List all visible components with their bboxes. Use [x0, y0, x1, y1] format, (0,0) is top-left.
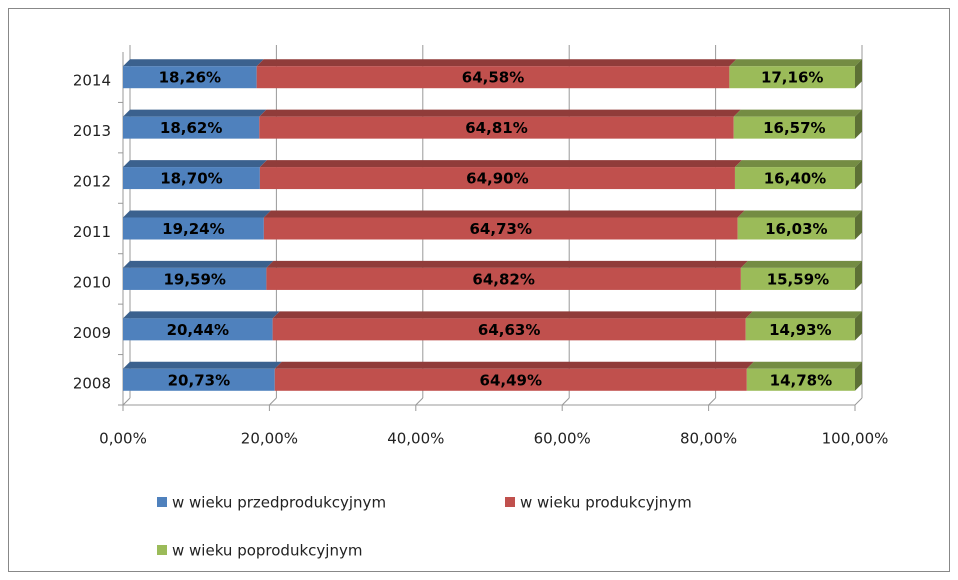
grid-line	[708, 397, 716, 406]
data-label: 64,73%	[470, 220, 532, 238]
bar-top	[274, 361, 754, 369]
bar-top	[272, 311, 753, 319]
data-label: 64,49%	[480, 371, 542, 389]
bar	[123, 66, 257, 89]
data-label: 18,26%	[159, 69, 221, 87]
data-label: 14,93%	[769, 321, 831, 339]
grid-line	[415, 397, 424, 406]
bar-top	[737, 210, 862, 218]
y-tick-label: 2011	[73, 223, 111, 241]
data-label: 16,03%	[765, 220, 827, 238]
data-label: 16,57%	[763, 119, 825, 137]
bar-top	[734, 160, 862, 168]
chart-border	[8, 8, 950, 572]
data-label: 14,78%	[770, 371, 832, 389]
legend-label: w wieku poprodukcyjnym	[172, 542, 362, 560]
bar	[737, 217, 855, 240]
bar-top	[259, 160, 742, 168]
data-label: 17,16%	[761, 69, 823, 87]
bar-side	[855, 260, 862, 290]
legend-label: w wieku produkcyjnym	[520, 494, 692, 512]
bar	[256, 66, 730, 89]
data-label: 20,73%	[168, 371, 230, 389]
bar	[259, 116, 734, 139]
y-tick-label: 2008	[73, 374, 111, 392]
y-tick-label: 2010	[73, 273, 111, 291]
data-label: 19,24%	[162, 220, 224, 238]
grid-line	[561, 397, 570, 406]
bar-top	[263, 210, 745, 218]
bar-side	[855, 109, 862, 139]
bar-side	[855, 59, 862, 89]
bar-top	[123, 109, 267, 117]
bar-top	[256, 59, 737, 67]
legend-label: w wieku przedprodukcyjnym	[172, 494, 386, 512]
data-label: 64,81%	[465, 119, 527, 137]
data-label: 64,82%	[472, 270, 534, 288]
data-label: 20,44%	[167, 321, 229, 339]
bar-top	[123, 160, 267, 168]
bar-top	[740, 260, 862, 268]
bar-top	[123, 311, 280, 319]
bar-top	[746, 361, 862, 369]
y-tick-label: 2013	[73, 122, 111, 140]
bar	[733, 116, 855, 139]
x-tick-label: 80,00%	[680, 430, 737, 448]
bar-top	[729, 59, 862, 67]
bar	[729, 66, 855, 89]
data-label: 64,63%	[478, 321, 540, 339]
grid-line	[122, 397, 131, 406]
x-tick-label: 100,00%	[822, 430, 889, 448]
bar	[263, 217, 738, 240]
x-tick-label: 0,00%	[99, 430, 147, 448]
grid-line	[854, 397, 863, 406]
bar	[745, 318, 855, 341]
grid-line	[269, 397, 277, 406]
data-label: 64,90%	[466, 170, 528, 188]
bar	[740, 267, 855, 290]
data-label: 15,59%	[767, 270, 829, 288]
data-label: 19,59%	[163, 270, 225, 288]
bar-side	[855, 160, 862, 190]
bar-side	[855, 311, 862, 341]
x-tick-label: 60,00%	[534, 430, 591, 448]
bar	[123, 167, 260, 190]
bar	[266, 267, 741, 290]
data-label: 64,58%	[462, 69, 524, 87]
x-tick-label: 40,00%	[387, 430, 444, 448]
bar-side	[855, 210, 862, 240]
bar-top	[733, 109, 862, 117]
bar	[272, 318, 746, 341]
bar	[123, 318, 273, 341]
x-tick-label: 20,00%	[241, 430, 298, 448]
bar-top	[123, 361, 282, 369]
bar-top	[266, 260, 748, 268]
bar-top	[123, 59, 264, 67]
data-label: 18,62%	[160, 119, 222, 137]
bar-side	[855, 361, 862, 391]
data-label: 16,40%	[764, 170, 826, 188]
y-tick-label: 2009	[73, 324, 111, 342]
legend-swatch	[157, 545, 167, 555]
data-label: 18,70%	[160, 170, 222, 188]
bar	[259, 167, 735, 190]
legend-swatch	[157, 497, 167, 507]
bar	[123, 368, 275, 391]
bar-top	[745, 311, 862, 319]
bar	[123, 217, 264, 240]
bar-top	[259, 109, 741, 117]
bar	[123, 267, 267, 290]
y-tick-label: 2012	[73, 173, 111, 191]
bar	[746, 368, 855, 391]
bar-top	[123, 260, 274, 268]
bar	[734, 167, 855, 190]
legend-swatch	[505, 497, 515, 507]
bar	[123, 116, 260, 139]
y-tick-label: 2014	[73, 72, 111, 90]
bar-top	[123, 210, 271, 218]
bar	[274, 368, 747, 391]
